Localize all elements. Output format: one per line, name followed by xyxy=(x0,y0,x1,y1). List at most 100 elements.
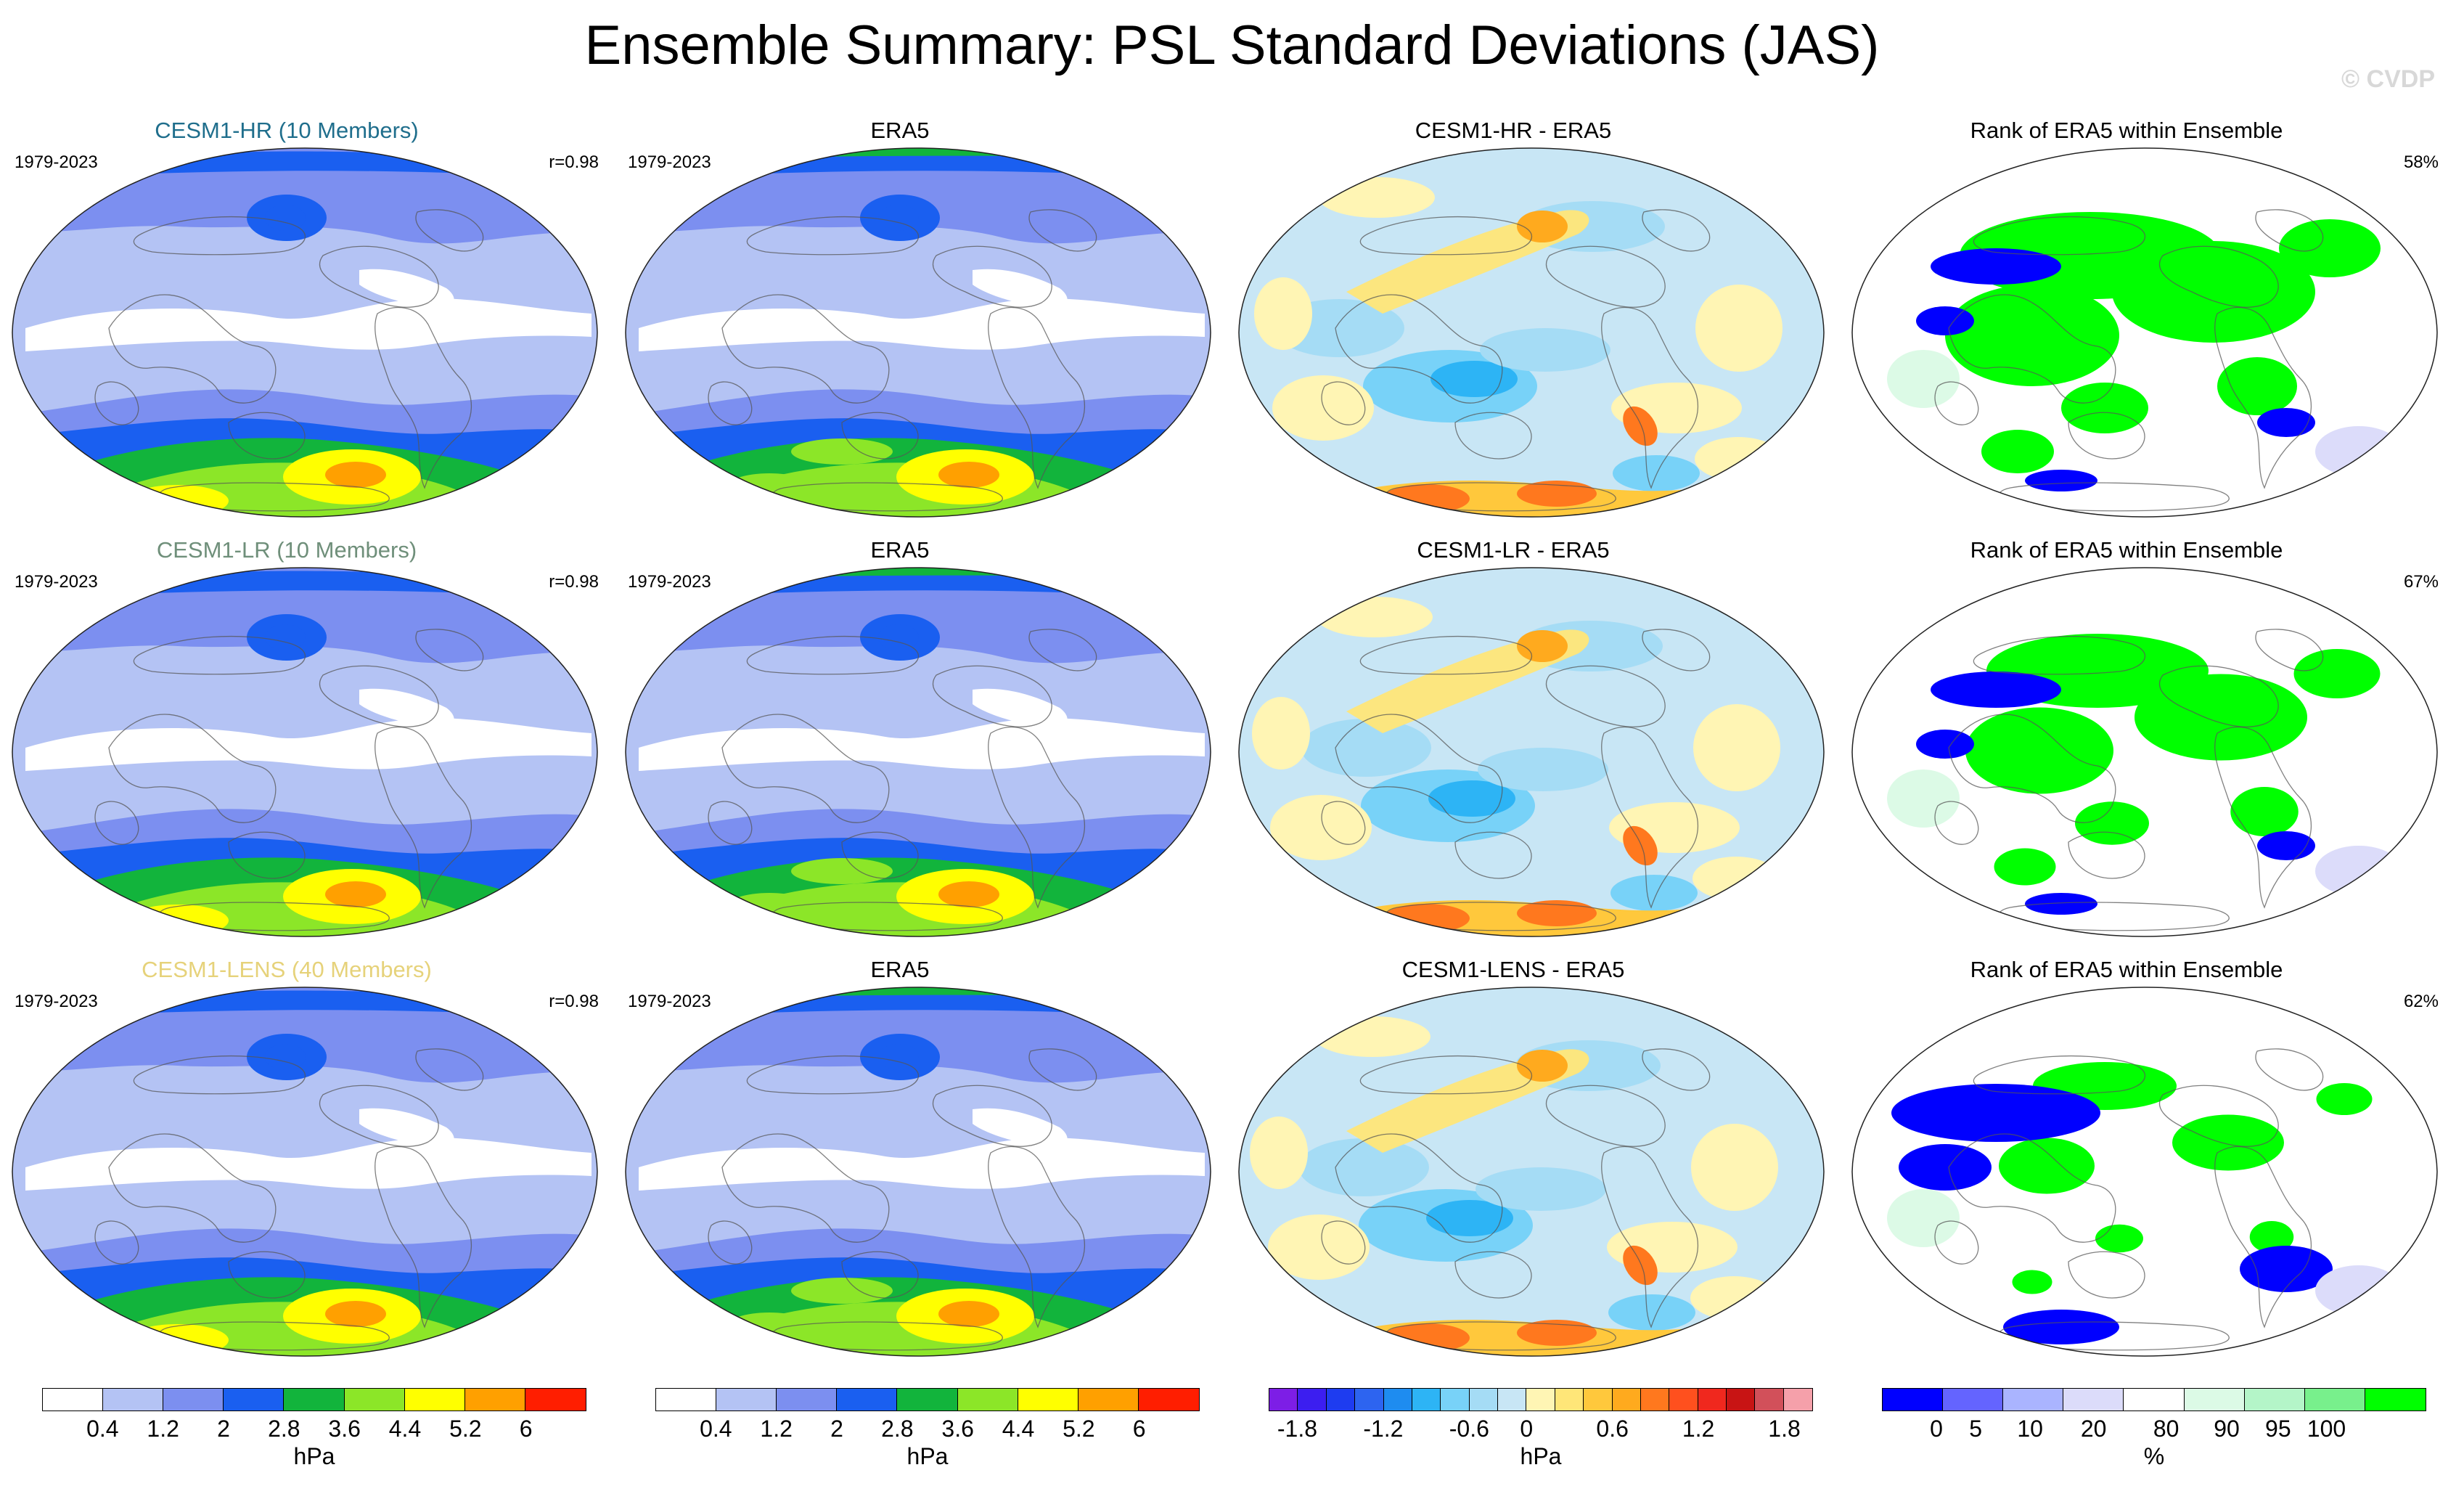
stddev-colorbar-tick: 6 xyxy=(519,1416,533,1442)
diff-colorbar-swatch xyxy=(1441,1389,1470,1411)
stddev-colorbar-swatches xyxy=(42,1388,586,1411)
diff-colorbar-swatch xyxy=(1469,1389,1498,1411)
model-map-3 xyxy=(11,986,599,1361)
stddev-colorbar-tick: 5.2 xyxy=(449,1416,482,1442)
diff-colorbar-swatch xyxy=(1698,1389,1727,1411)
diff-colorbar-swatch xyxy=(1612,1389,1641,1411)
diff-colorbar-swatch xyxy=(1326,1389,1356,1411)
stddev-colorbar-tick: 6 xyxy=(1132,1416,1146,1442)
stddev-colorbar-tick: 4.4 xyxy=(388,1416,422,1442)
stddev-colorbar-swatch xyxy=(777,1389,838,1411)
stddev-colorbar-swatch xyxy=(897,1389,958,1411)
diff-colorbar-tick: -0.6 xyxy=(1449,1416,1489,1442)
rank-colorbar-tick: 90 xyxy=(2214,1416,2240,1442)
diff-colorbar-tick: 0 xyxy=(1520,1416,1534,1442)
diff-panel-title-2: CESM1-LR - ERA5 xyxy=(1417,537,1610,563)
stddev-colorbar-swatch xyxy=(284,1389,345,1411)
rank-colorbar-swatch xyxy=(2003,1389,2064,1411)
rank-colorbar-swatch xyxy=(1883,1389,1944,1411)
diff-colorbar-swatch xyxy=(1355,1389,1384,1411)
obs-panel-title-1: ERA5 xyxy=(870,118,930,143)
rank-colorbar-swatch xyxy=(2063,1389,2124,1411)
rank-colorbar-unit: % xyxy=(2143,1443,2165,1469)
rank-colorbar-tick: 10 xyxy=(2017,1416,2043,1442)
rank-map-3 xyxy=(1851,986,2439,1361)
stddev-colorbar-tick: 0.4 xyxy=(86,1416,119,1442)
rank-percent-3: 62% xyxy=(2403,992,2439,1011)
diff-colorbar-swatch xyxy=(1727,1389,1756,1411)
stddev-colorbar-swatch xyxy=(103,1389,164,1411)
model-map-1 xyxy=(11,147,599,522)
stddev-colorbar-swatch xyxy=(163,1389,224,1411)
rank-panel-title-1: Rank of ERA5 within Ensemble xyxy=(1970,118,2283,143)
stddev-colorbar: 0.4 1.2 2 2.8 3.6 4.4 5.2 6 hPa xyxy=(42,1388,586,1475)
diff-colorbar-tick: 0.6 xyxy=(1596,1416,1629,1442)
diff-colorbar-tick: 1.8 xyxy=(1768,1416,1801,1442)
stddev-colorbar-tick: 2 xyxy=(217,1416,230,1442)
diff-colorbar-swatch xyxy=(1669,1389,1698,1411)
stddev-colorbar-swatch xyxy=(957,1389,1018,1411)
rank-colorbar-swatch xyxy=(2124,1389,2185,1411)
diff-colorbar-swatch xyxy=(1412,1389,1441,1411)
rank-colorbar-swatch xyxy=(2304,1389,2365,1411)
diff-colorbar-tick: 1.2 xyxy=(1682,1416,1715,1442)
diff-colorbar-swatch xyxy=(1498,1389,1527,1411)
model-panel-title-3: CESM1-LENS (40 Members) xyxy=(142,957,432,982)
diff-map-1 xyxy=(1237,147,1825,522)
model-years-label-2: 1979-2023 xyxy=(15,572,98,592)
stddev-colorbar-swatch xyxy=(1018,1389,1078,1411)
rank-colorbar-swatch xyxy=(2244,1389,2305,1411)
stddev-colorbar-obs-swatches xyxy=(655,1388,1200,1411)
diff-colorbar-tick: -1.8 xyxy=(1277,1416,1318,1442)
cvdp-watermark: © CVDP xyxy=(2341,65,2435,93)
model-panel-title-2: CESM1-LR (10 Members) xyxy=(156,537,417,563)
stddev-colorbar-tick: 0.4 xyxy=(700,1416,732,1442)
stddev-colorbar-swatch xyxy=(224,1389,285,1411)
diff-colorbar-swatch xyxy=(1269,1389,1298,1411)
stddev-colorbar-swatch xyxy=(525,1389,586,1411)
stddev-colorbar-tick: 4.4 xyxy=(1002,1416,1035,1442)
rank-colorbar-tick: 5 xyxy=(1969,1416,1983,1442)
diff-colorbar-tick: -1.2 xyxy=(1363,1416,1404,1442)
stddev-colorbar-swatch xyxy=(837,1389,898,1411)
model-panel-title-1: CESM1-HR (10 Members) xyxy=(155,118,419,143)
diff-colorbar-swatch xyxy=(1640,1389,1670,1411)
stddev-colorbar-tick: 2.8 xyxy=(268,1416,300,1442)
model-map-2 xyxy=(11,566,599,942)
diff-panel-title-1: CESM1-HR - ERA5 xyxy=(1415,118,1612,143)
diff-colorbar-swatch xyxy=(1526,1389,1555,1411)
obs-panel-title-3: ERA5 xyxy=(870,957,930,982)
stddev-colorbar-swatch xyxy=(716,1389,777,1411)
rank-colorbar-tick: 95 xyxy=(2265,1416,2291,1442)
diff-colorbar-swatch xyxy=(1755,1389,1784,1411)
stddev-colorbar-unit: hPa xyxy=(906,1443,949,1469)
stddev-colorbar-tick: 3.6 xyxy=(941,1416,974,1442)
obs-map-1 xyxy=(624,147,1212,522)
rank-colorbar-swatch xyxy=(1943,1389,2004,1411)
stddev-colorbar-swatch xyxy=(656,1389,717,1411)
stddev-colorbar-tick: 2.8 xyxy=(881,1416,914,1442)
obs-years-label-2: 1979-2023 xyxy=(628,572,711,592)
diff-colorbar-swatch xyxy=(1383,1389,1412,1411)
obs-years-label-1: 1979-2023 xyxy=(628,152,711,172)
stddev-colorbar-unit: hPa xyxy=(293,1443,335,1469)
obs-map-3 xyxy=(624,986,1212,1361)
obs-panel-title-2: ERA5 xyxy=(870,537,930,563)
stddev-colorbar-swatch xyxy=(404,1389,465,1411)
model-years-label-3: 1979-2023 xyxy=(15,992,98,1011)
rank-colorbar-tick: 80 xyxy=(2153,1416,2179,1442)
rank-colorbar-tick: 100 xyxy=(2307,1416,2346,1442)
stddev-colorbar-swatch xyxy=(1078,1389,1139,1411)
diff-colorbar-swatch xyxy=(1584,1389,1613,1411)
rank-colorbar: 0 5 10 20 80 90 95 100% xyxy=(1882,1388,2426,1475)
obs-map-2 xyxy=(624,566,1212,942)
stddev-colorbar-tick: 3.6 xyxy=(328,1416,361,1442)
model-years-label-1: 1979-2023 xyxy=(15,152,98,172)
stddev-colorbar-tick: 1.2 xyxy=(147,1416,179,1442)
diff-colorbar-swatch xyxy=(1555,1389,1584,1411)
diff-map-3 xyxy=(1237,986,1825,1361)
rank-map-2 xyxy=(1851,566,2439,942)
pattern-correlation-1: r=0.98 xyxy=(549,152,599,172)
diff-colorbar-unit: hPa xyxy=(1520,1443,1562,1469)
pattern-correlation-3: r=0.98 xyxy=(549,992,599,1011)
